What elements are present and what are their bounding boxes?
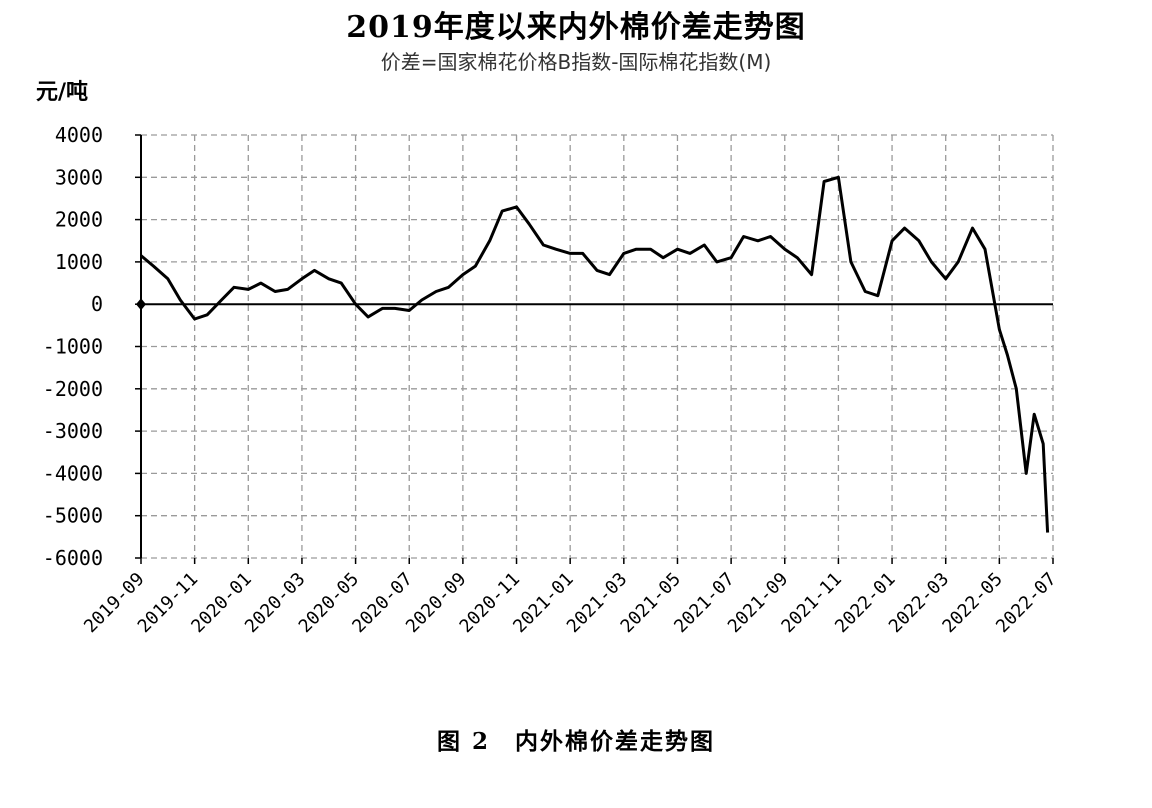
y-tick-label: -3000 <box>43 419 103 443</box>
origin-marker <box>136 298 146 311</box>
chart-subtitle: 价差=国家棉花价格B指数-国际棉花指数(M) <box>380 50 772 74</box>
y-tick-label: 3000 <box>55 165 103 189</box>
figure-caption: 图 2 内外棉价差走势图 <box>436 728 715 755</box>
chart-title: 2019年度以来内外棉价差走势图 <box>346 10 806 45</box>
y-tick-label: 1000 <box>55 250 103 274</box>
y-tick-label: -2000 <box>43 377 103 401</box>
y-tick-label: -4000 <box>43 461 103 485</box>
y-tick-label: -5000 <box>43 504 103 528</box>
y-tick-label: -6000 <box>43 546 103 570</box>
y-tick-label: 4000 <box>55 123 103 147</box>
y-tick-label: 2000 <box>55 208 103 232</box>
y-axis-unit-label: 元/吨 <box>36 80 89 105</box>
price-spread-line <box>140 175 1050 533</box>
y-tick-label: -1000 <box>43 335 103 359</box>
y-tick-label: 0 <box>91 292 103 316</box>
